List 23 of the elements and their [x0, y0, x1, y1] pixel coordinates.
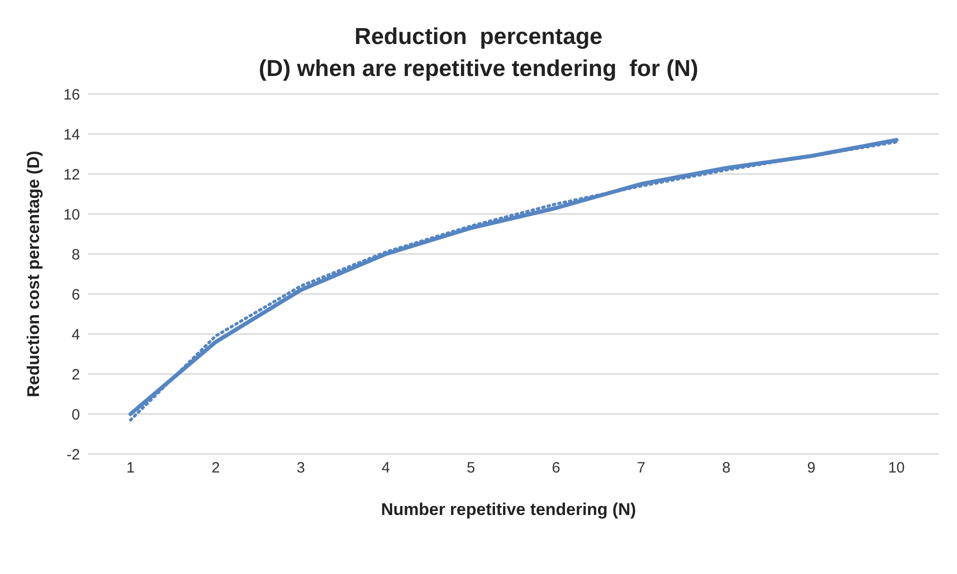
- x-tick-label: 6: [552, 460, 560, 477]
- y-tick-label: 16: [63, 86, 80, 104]
- y-tick-label: 8: [72, 246, 80, 264]
- x-tick-label: 9: [807, 460, 816, 477]
- x-tick-label: 5: [466, 460, 476, 477]
- y-tick-label: 0: [72, 406, 80, 424]
- y-tick-label: 4: [72, 326, 80, 344]
- chart-title: Reduction percentage (D) when are repetitive tendering for (N): [258, 22, 700, 83]
- y-tick-label: -2: [66, 446, 80, 464]
- y-tick-label: 12: [63, 166, 80, 184]
- y-tick-label: 10: [63, 206, 80, 224]
- x-tick-label: 8: [722, 460, 730, 477]
- x-axis-title: Number repetitive tendering (N): [380, 500, 638, 520]
- x-tick-label: 4: [382, 460, 390, 477]
- x-tick-label: 1: [126, 460, 135, 477]
- y-axis-title: Reduction cost percentage (D): [24, 150, 44, 398]
- y-tick-label: 2: [72, 366, 80, 384]
- x-tick-label: 3: [296, 460, 305, 477]
- x-tick-label: 2: [211, 460, 220, 477]
- y-tick-label: 6: [72, 286, 80, 304]
- x-tick-label: 7: [636, 460, 646, 477]
- y-tick-label: 14: [63, 126, 80, 144]
- x-tick-label: 10: [888, 460, 905, 477]
